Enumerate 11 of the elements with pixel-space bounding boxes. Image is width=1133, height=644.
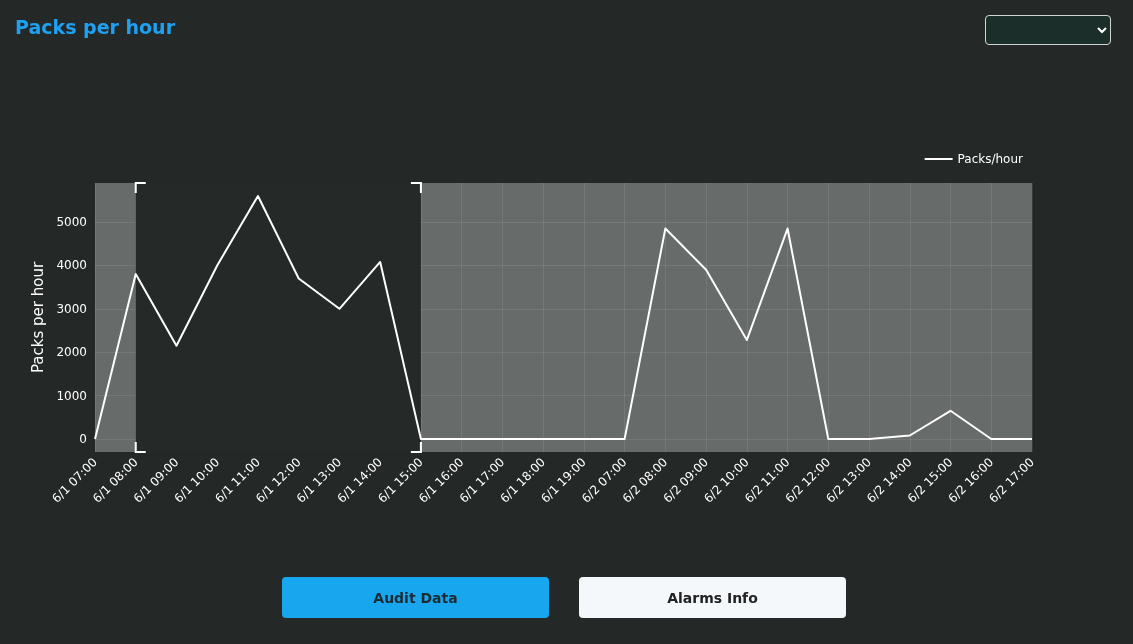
y-tick-label: 0: [79, 431, 87, 446]
legend-label: Packs/hour: [957, 152, 1024, 166]
y-tick-label: 3000: [56, 301, 87, 316]
y-tick-label: 4000: [56, 258, 87, 273]
y-tick-label: 2000: [56, 345, 87, 360]
y-axis-title: Packs per hour: [29, 261, 48, 374]
text: Audit Data: [282, 577, 549, 618]
y-tick-label: 5000: [56, 215, 87, 230]
chart-title: Packs per hour: [15, 16, 176, 38]
text: Alarms Info: [579, 577, 846, 618]
y-tick-label: 1000: [56, 388, 87, 403]
